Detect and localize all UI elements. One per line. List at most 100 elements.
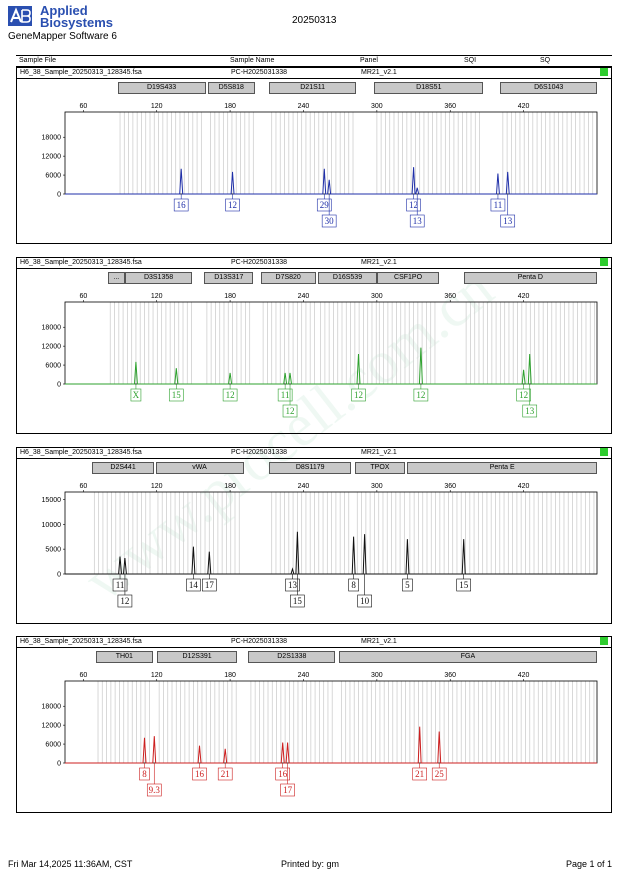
x-tick-label: 120 — [151, 483, 163, 490]
allele-call-label: 15 — [293, 596, 303, 606]
electropherogram-panel-3: H6_38_Sample_20250313_128345.fsa PC-H202… — [16, 447, 612, 624]
y-tick-label: 6000 — [45, 742, 61, 749]
x-tick-label: 420 — [518, 672, 530, 679]
allele-call-box — [222, 388, 238, 402]
allele-call-label: 16 — [177, 200, 187, 210]
x-tick-label: 240 — [298, 483, 310, 490]
allele-call-box — [112, 578, 128, 592]
panel-name: MR21_v2.1 — [361, 69, 397, 76]
x-tick-label: 180 — [224, 103, 236, 110]
allele-call-label: 16 — [195, 769, 205, 779]
allele-call-box — [500, 214, 516, 228]
allele-call-label: 12 — [354, 390, 363, 400]
allele-call-box — [522, 404, 538, 418]
x-tick-label: 420 — [518, 103, 530, 110]
sizing-quality-indicator — [600, 637, 608, 645]
allele-call-label: 8 — [142, 769, 147, 779]
marker-label: TPOX — [354, 462, 405, 474]
col-sqi: SQI — [464, 57, 477, 64]
marker-label: Penta E — [407, 462, 597, 474]
marker-label: D18S51 — [374, 82, 484, 94]
allele-call-box — [117, 594, 133, 608]
brand-name: Applied Biosystems — [40, 4, 113, 30]
printed-by: Printed by: gm — [281, 859, 340, 869]
allele-call-label: 13 — [288, 580, 298, 590]
sample-file: H6_38_Sample_20250313_128345.fsa — [20, 259, 142, 266]
x-tick-label: 120 — [151, 293, 163, 300]
allele-call-box — [192, 767, 207, 781]
report-date: 20250313 — [292, 15, 337, 26]
plot-area: 60 120 180 240 300 360 420 0 6000 12000 18000 16 12 2… — [42, 103, 598, 228]
allele-call-label: 12 — [286, 406, 295, 416]
allele-call-box — [516, 388, 531, 402]
electropherogram-panel-1: H6_38_Sample_20250313_128345.fsa PC-H202… — [16, 67, 612, 244]
x-tick-label: 120 — [151, 103, 163, 110]
allele-call-label: 30 — [325, 216, 335, 226]
allele-call-label: 12 — [416, 390, 425, 400]
x-tick-label: 420 — [518, 483, 530, 490]
marker-label: Penta D — [463, 272, 597, 284]
brand-line-2: Biosystems — [40, 15, 113, 30]
y-tick-label: 6000 — [45, 173, 61, 180]
marker-label: D3S1358 — [124, 272, 193, 284]
allele-call-box — [146, 783, 162, 797]
y-tick-label: 0 — [57, 572, 61, 579]
marker-label: D7S820 — [260, 272, 316, 284]
allele-call-box — [456, 578, 471, 592]
allele-call-box — [282, 404, 298, 418]
signal-trace — [65, 726, 597, 764]
allele-call-box — [409, 214, 425, 228]
sizing-quality-indicator — [600, 68, 608, 76]
allele-call-box — [277, 388, 293, 402]
allele-call-box — [351, 388, 366, 402]
allele-call-box — [357, 594, 372, 608]
column-header: Sample File Sample Name Panel SQI SQ — [16, 55, 612, 67]
allele-call-box — [168, 388, 184, 402]
sample-name: PC-H2025031338 — [231, 449, 288, 456]
allele-call-box — [431, 767, 447, 781]
marker-label: D21S11 — [269, 82, 357, 94]
panel-info-row: H6_38_Sample_20250313_128345.fsa PC-H202… — [17, 68, 611, 79]
allele-call-label: 25 — [435, 769, 445, 779]
marker-label: D2S1338 — [248, 651, 336, 663]
plot-frame — [64, 111, 598, 195]
x-tick-label: 60 — [79, 103, 87, 110]
signal-trace — [65, 347, 597, 385]
y-tick-label: 18000 — [42, 325, 62, 332]
allele-call-box — [202, 578, 217, 592]
allele-call-box — [348, 578, 359, 592]
marker-label: D16S539 — [318, 272, 377, 284]
allele-call-label: 12 — [226, 390, 235, 400]
marker-label: D6S1043 — [500, 82, 597, 94]
col-sample-name: Sample Name — [230, 57, 275, 64]
allele-call-label: 17 — [283, 785, 293, 795]
y-tick-label: 6000 — [45, 363, 61, 370]
allele-call-label: 29 — [320, 200, 330, 210]
y-tick-label: 5000 — [45, 547, 61, 554]
marker-label: FGA — [338, 651, 597, 663]
x-tick-label: 180 — [224, 672, 236, 679]
y-tick-label: 15000 — [42, 497, 62, 504]
y-tick-label: 12000 — [42, 723, 62, 730]
sample-file: H6_38_Sample_20250313_128345.fsa — [20, 69, 142, 76]
x-tick-label: 240 — [298, 103, 310, 110]
y-tick-label: 18000 — [42, 135, 62, 142]
allele-call-box — [402, 578, 413, 592]
x-tick-label: 180 — [224, 293, 236, 300]
x-tick-label: 60 — [79, 483, 87, 490]
marker-label: vWA — [155, 462, 244, 474]
allele-call-label: 15 — [459, 580, 469, 590]
allele-call-box — [290, 594, 305, 608]
marker-label: D2S441 — [91, 462, 155, 474]
sizing-quality-indicator — [600, 258, 608, 266]
page-number: Page 1 of 1 — [566, 859, 613, 869]
y-tick-label: 18000 — [42, 704, 62, 711]
allele-call-label: 14 — [189, 580, 199, 590]
allele-call-label: 9.3 — [149, 785, 161, 795]
sample-name: PC-H2025031338 — [231, 638, 288, 645]
allele-call-label: 15 — [172, 390, 182, 400]
marker-label: ... — [107, 272, 125, 284]
x-tick-label: 360 — [444, 483, 456, 490]
allele-call-box — [173, 198, 189, 212]
allele-call-label: 21 — [221, 769, 230, 779]
